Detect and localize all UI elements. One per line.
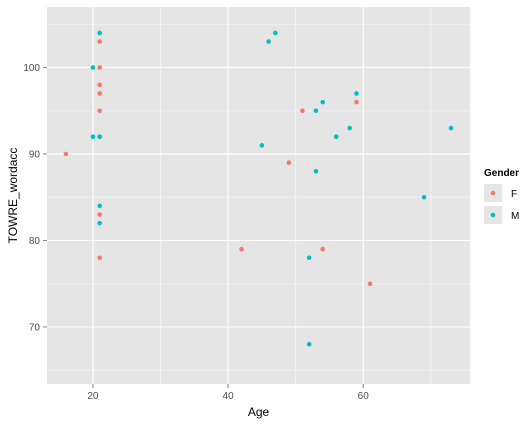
y-tick-label: 90 [29, 149, 41, 160]
legend-label-f: F [511, 189, 517, 200]
data-point-f [97, 212, 103, 217]
data-point-m [97, 203, 103, 209]
y-tick-label: 70 [29, 322, 41, 333]
data-point-m [313, 108, 319, 114]
legend-label-m: M [511, 211, 519, 222]
data-point-f [97, 65, 103, 70]
data-point-m [333, 134, 339, 140]
data-point-m [306, 341, 312, 347]
x-axis-title: Age [248, 405, 270, 419]
x-axis-ticks: 20 40 60 [87, 384, 369, 402]
data-point-f [97, 82, 103, 88]
data-point-m [266, 39, 271, 44]
legend: Gender FM [484, 168, 519, 224]
data-point-m [259, 143, 265, 148]
minor-gridlines [47, 7, 470, 384]
data-point-f [286, 160, 292, 165]
y-axis-title: TOWRE_wordacc [6, 148, 20, 244]
data-point-m [97, 220, 103, 226]
data-point-m [347, 125, 353, 131]
data-point-m [320, 99, 325, 105]
data-point-f [97, 255, 103, 261]
data-point-f [320, 246, 325, 252]
data-point-m [97, 134, 103, 140]
data-point-m [273, 30, 278, 36]
major-gridlines [47, 7, 470, 384]
legend-point-m [490, 212, 496, 218]
x-tick-label: 20 [87, 391, 99, 402]
x-tick-label: 60 [358, 391, 370, 402]
legend-title: Gender [484, 168, 519, 179]
legend-point-f [490, 190, 496, 196]
y-tick-label: 80 [29, 236, 41, 247]
data-point-f [300, 108, 305, 114]
x-tick-label: 40 [223, 391, 235, 402]
y-axis-ticks: 70 80 90 100 [23, 63, 47, 333]
data-point-m [90, 65, 96, 70]
data-point-m [421, 194, 427, 200]
plot-panel [47, 7, 470, 384]
data-point-m [448, 125, 454, 131]
data-point-f [63, 151, 69, 157]
data-point-m [97, 30, 103, 36]
data-point-f [367, 281, 373, 286]
data-point-f [97, 39, 103, 44]
data-point-f [239, 246, 244, 252]
y-tick-label: 100 [23, 63, 40, 74]
data-point-f [97, 91, 103, 96]
data-point-m [354, 91, 359, 96]
data-point-m [306, 255, 312, 261]
data-point-f [97, 108, 103, 114]
data-point-f [354, 99, 359, 105]
data-point-m [90, 134, 96, 140]
data-points [63, 30, 454, 347]
data-point-m [313, 168, 319, 174]
